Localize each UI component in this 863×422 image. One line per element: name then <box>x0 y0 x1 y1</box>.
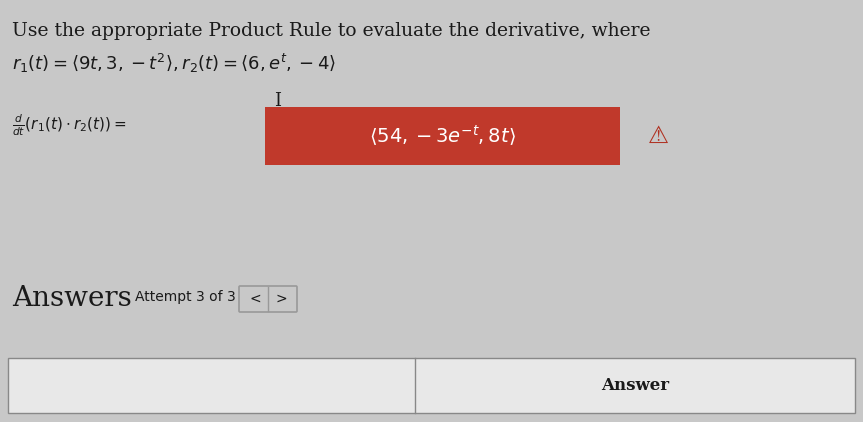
Text: Attempt 3 of 3: Attempt 3 of 3 <box>135 290 236 304</box>
Text: $\langle 54, -3e^{-t}, 8t\rangle$: $\langle 54, -3e^{-t}, 8t\rangle$ <box>369 124 516 149</box>
Text: >: > <box>275 292 287 306</box>
FancyBboxPatch shape <box>265 107 620 165</box>
Text: Use the appropriate Product Rule to evaluate the derivative, where: Use the appropriate Product Rule to eval… <box>12 22 651 40</box>
Text: $\frac{d}{dt}(r_1(t)\cdot r_2(t)) =$: $\frac{d}{dt}(r_1(t)\cdot r_2(t)) =$ <box>12 112 127 138</box>
Text: $r_1(t) = \langle 9t, 3, -t^2\rangle, r_2(t) = \langle 6, e^t, -4\rangle$: $r_1(t) = \langle 9t, 3, -t^2\rangle, r_… <box>12 52 336 75</box>
Text: I: I <box>274 92 281 110</box>
FancyBboxPatch shape <box>8 358 855 413</box>
Text: ⚠: ⚠ <box>647 124 669 148</box>
Text: <: < <box>249 292 261 306</box>
Text: Answers: Answers <box>12 285 132 312</box>
FancyBboxPatch shape <box>239 286 297 312</box>
Text: Answer: Answer <box>601 377 669 394</box>
